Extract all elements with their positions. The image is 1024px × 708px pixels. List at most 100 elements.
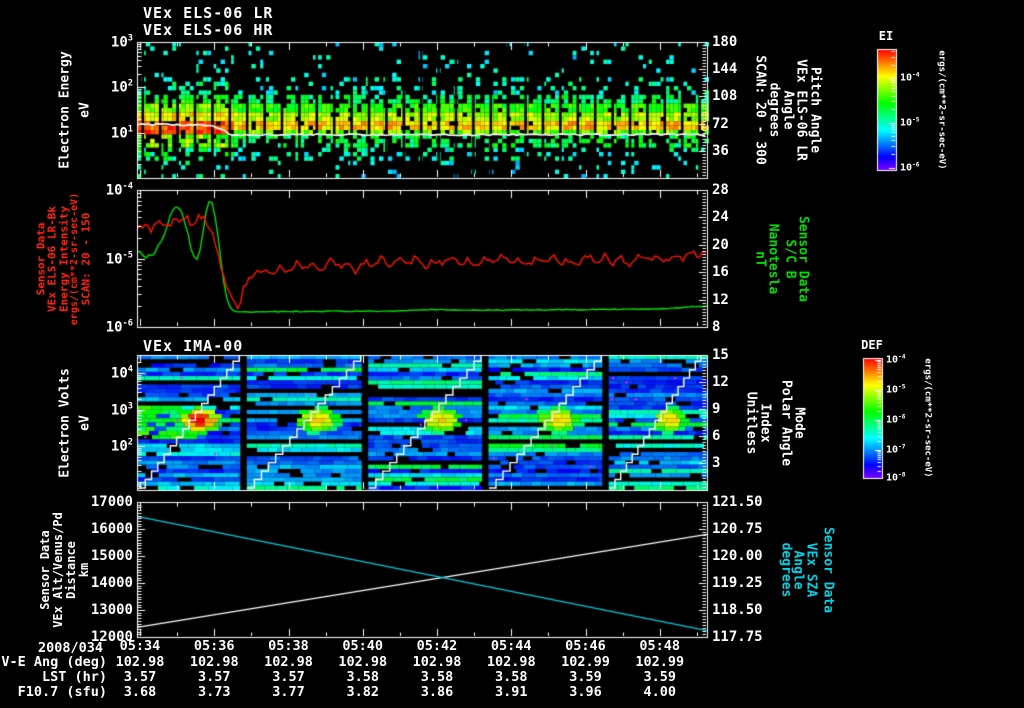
y-tick-label-left-ima: 102 — [110, 437, 133, 455]
y-tick-label-right-intensity: 8 — [712, 319, 721, 335]
y-tick-label-right-intensity: 24 — [712, 209, 729, 226]
axis-title-right-alt: VEx SZA — [803, 542, 819, 597]
y-tick-label-right-intensity: 16 — [712, 264, 729, 281]
y-tick-label-right-intensity: 20 — [712, 236, 729, 253]
y-tick-label-left-alt: 15000 — [90, 548, 133, 564]
table-cell: 4.00 — [643, 684, 676, 700]
axis-title-right-els: Pitch Angle — [807, 66, 823, 154]
table-row-label: V-E Ang (deg) — [1, 654, 107, 670]
y-tick-label-right-ima: 6 — [712, 428, 721, 444]
table-cell: 102.99 — [635, 654, 685, 670]
y-tick-label-left-alt: 12000 — [90, 629, 133, 645]
panel-title-els-hr: VEx ELS-06 HR — [143, 21, 274, 39]
axis-title-left-els: Electron Energy — [57, 51, 73, 169]
y-tick-label-left-ima: 104 — [110, 364, 133, 382]
axis-title-left-alt: Sensor Data — [38, 529, 52, 610]
panel-title-els-lr: VEx ELS-06 LR — [143, 4, 274, 22]
axis-title-right-els: SCAN: 20 - 300 — [752, 55, 768, 165]
table-cell: 3.58 — [346, 669, 379, 685]
table-cell: 3.59 — [569, 669, 602, 685]
date-label: 2008/034 — [37, 640, 103, 656]
time-tick-label: 05:44 — [490, 638, 532, 654]
table-cell: 3.57 — [272, 669, 305, 685]
table-cell: 3.73 — [197, 684, 231, 700]
axis-title-right-alt: Sensor Data — [820, 526, 836, 613]
y-tick-label-right-ima: 15 — [712, 347, 729, 363]
colorbar-tick-label: 10-6 — [900, 161, 920, 174]
axis-title-left-els: eV — [77, 102, 93, 118]
axis-title-right-els: VEx ELS-06 LR — [793, 59, 809, 161]
time-tick-label: 05:46 — [565, 638, 606, 654]
y-tick-label-left-els: 102 — [110, 78, 133, 96]
y-tick-label-right-els: 108 — [712, 88, 738, 105]
axis-title-left-alt: Distance — [64, 540, 78, 599]
axis-title-right-els: degrees — [766, 82, 782, 138]
table-cell: 3.57 — [123, 669, 157, 685]
y-tick-label-left-alt: 13000 — [90, 602, 133, 618]
y-tick-label-right-alt: 120.75 — [712, 521, 763, 537]
colorbar-def-title: DEF — [861, 338, 883, 352]
colorbar-tick-label: 10-5 — [900, 116, 920, 129]
axis-title-left-alt: km — [77, 562, 91, 577]
colorbar-ei-title: EI — [878, 29, 894, 43]
axis-title-right-intensity: Sensor Data — [795, 215, 811, 302]
table-cell: 102.98 — [115, 654, 165, 670]
y-tick-label-left-alt: 17000 — [90, 494, 133, 510]
axis-title-left-ima: eV — [77, 414, 93, 431]
y-tick-label-right-intensity: 28 — [712, 182, 729, 198]
y-tick-label-left-els: 103 — [110, 33, 133, 51]
y-tick-label-left-els: 101 — [110, 124, 133, 142]
colorbar-units: ergs/(cm**2-sr-sec-eV) — [922, 358, 933, 478]
panel-title-ima: VEx IMA-00 — [143, 337, 244, 355]
time-tick-label: 05:40 — [342, 638, 384, 654]
table-cell: 102.98 — [412, 654, 462, 670]
y-tick-label-right-alt: 119.25 — [712, 575, 763, 591]
time-tick-label: 05:48 — [639, 638, 681, 654]
colorbar-tick-label: 10-6 — [886, 413, 906, 426]
time-tick-label: 05:36 — [193, 638, 235, 654]
table-cell: 3.68 — [123, 684, 157, 700]
axis-title-right-intensity: Nanotesla — [765, 223, 781, 294]
colorbar-units: ergs/(cm**2-sr-sec-eV) — [936, 49, 947, 170]
y-tick-label-right-els: 72 — [712, 115, 729, 132]
y-tick-label-left-alt: 14000 — [90, 575, 133, 591]
table-cell: 3.59 — [643, 669, 676, 685]
y-tick-label-right-ima: 3 — [712, 455, 721, 471]
y-tick-label-left-intensity: 10-5 — [105, 250, 133, 267]
time-tick-label: 05:34 — [119, 638, 161, 654]
table-cell: 102.98 — [486, 654, 536, 670]
colorbar-tick-label: 10-7 — [886, 443, 906, 456]
y-tick-label-right-alt: 117.75 — [712, 629, 763, 645]
y-tick-label-right-ima: 12 — [712, 374, 729, 390]
axis-title-left-intensity: VEx ELS-06 LR-Bk — [45, 205, 59, 312]
table-cell: 3.77 — [272, 684, 305, 700]
y-tick-label-right-alt: 120.00 — [712, 548, 763, 564]
colorbar-tick-label: 10-5 — [886, 383, 906, 396]
table-cell: 3.86 — [420, 684, 454, 700]
axis-title-left-intensity: ergs/(cm**2-sr-sec-eV) — [69, 192, 80, 325]
colorbar-tick-label: 10-4 — [900, 71, 920, 84]
table-cell: 3.91 — [494, 684, 528, 700]
table-cell: 3.96 — [569, 684, 602, 700]
axis-title-left-alt: VEx Alt/Venus/Pd — [51, 511, 65, 628]
y-tick-label-left-alt: 16000 — [90, 521, 133, 537]
table-row-label: F10.7 (sfu) — [17, 684, 107, 700]
y-tick-label-right-els: 180 — [712, 34, 738, 50]
table-cell: 3.58 — [494, 669, 528, 685]
axis-title-left-intensity: Energy Intensity — [57, 205, 71, 312]
y-tick-label-left-intensity: 10-6 — [105, 318, 133, 336]
y-tick-label-right-ima: 9 — [712, 401, 721, 417]
colorbar-tick-label: 10-4 — [886, 353, 906, 366]
y-tick-label-right-els: 36 — [712, 142, 729, 159]
y-tick-label-right-alt: 121.50 — [712, 494, 763, 510]
time-tick-label: 05:38 — [268, 638, 309, 654]
table-cell: 102.98 — [338, 654, 388, 670]
table-cell: 3.82 — [346, 684, 379, 700]
y-tick-label-right-alt: 118.50 — [712, 602, 763, 618]
axis-title-left-ima: Electron Volts — [57, 367, 73, 478]
table-cell: 3.58 — [420, 669, 454, 685]
axis-title-right-ima: Unitless — [743, 391, 759, 454]
